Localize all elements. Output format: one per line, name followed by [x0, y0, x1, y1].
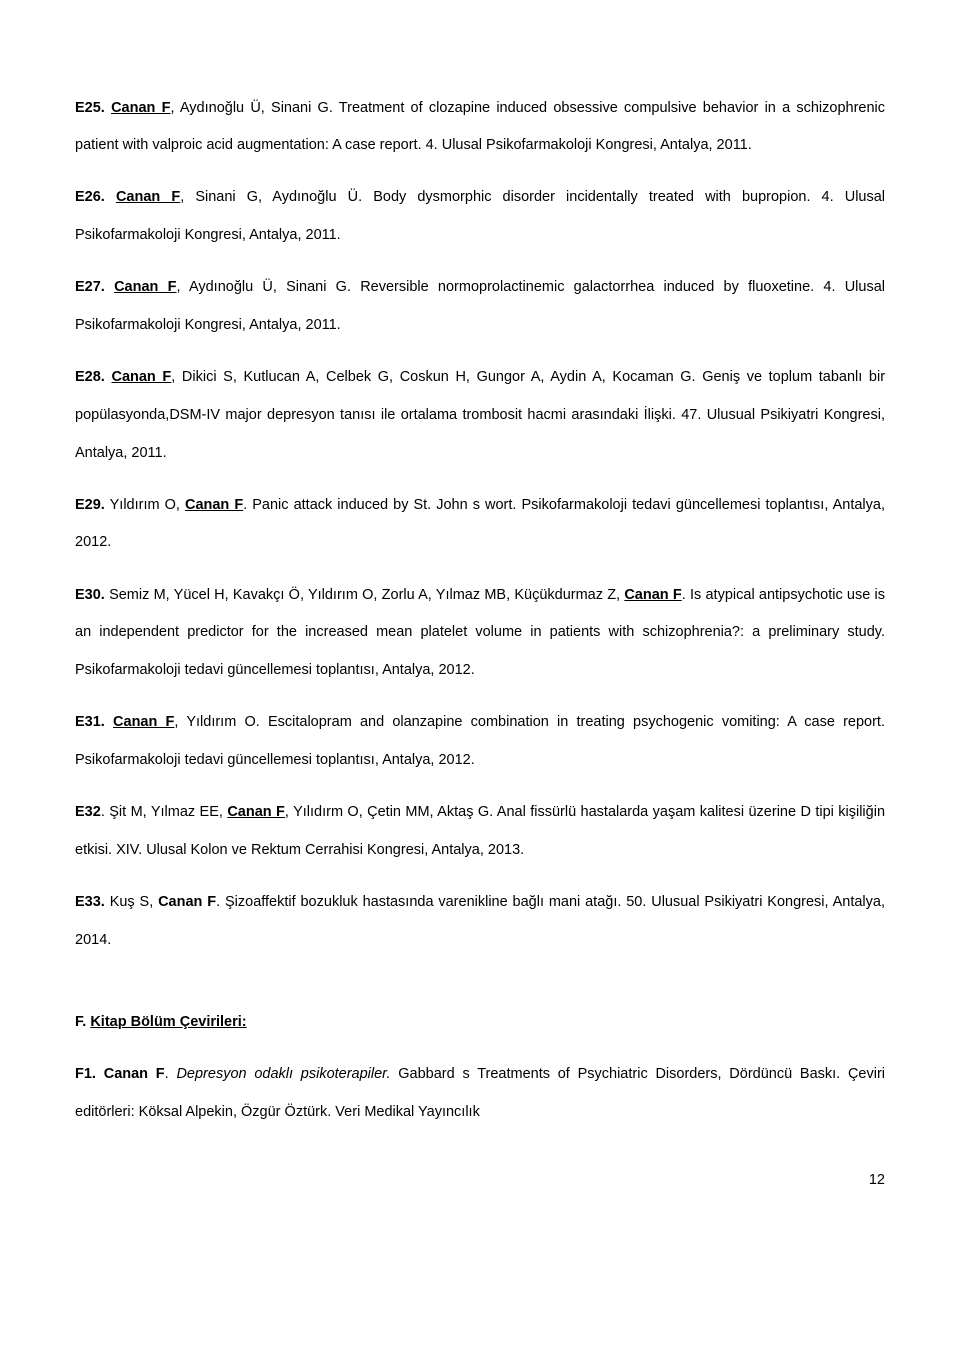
entry-e30: E30. Semiz M, Yücel H, Kavakçı Ö, Yıldır…: [75, 577, 885, 690]
entry-f1: F1. Canan F. Depresyon odaklı psikoterap…: [75, 1056, 885, 1131]
entry-label: E28.: [75, 369, 105, 385]
entry-authors-pre: Kuş S,: [105, 894, 158, 910]
entry-label: E31.: [75, 714, 105, 730]
entry-author-emph: Canan F: [185, 497, 243, 513]
entry-italic: Depresyon odaklı psikoterapiler.: [176, 1066, 390, 1082]
entry-author-emph: Canan F: [114, 279, 176, 295]
entry-author-emph: Canan F: [227, 804, 285, 820]
entry-period: .: [165, 1066, 177, 1082]
entry-label: F1.: [75, 1066, 96, 1082]
entry-label: E29.: [75, 497, 105, 513]
entry-e27: E27. Canan F, Aydınoğlu Ü, Sinani G. Rev…: [75, 269, 885, 344]
entry-authors: , Dikici S, Kutlucan A, Celbek G, Coskun…: [171, 369, 695, 385]
section-heading: F. Kitap Bölüm Çevirileri:: [75, 1004, 885, 1042]
entry-author-emph: Canan F: [113, 714, 174, 730]
entry-author-emph: Canan F: [116, 189, 180, 205]
entry-authors: , Sinani G, Aydınoğlu Ü.: [180, 189, 362, 205]
entry-authors: , Yıldırım O.: [174, 714, 259, 730]
entry-authors-pre: . Şit M, Yılmaz EE,: [101, 804, 228, 820]
entry-e31: E31. Canan F, Yıldırım O. Escitalopram a…: [75, 704, 885, 779]
entry-author-emph: Canan F: [104, 1066, 165, 1082]
entry-authors-pre: Semiz M, Yücel H, Kavakçı Ö, Yıldırım O,…: [105, 587, 624, 603]
entry-label: E27.: [75, 279, 105, 295]
entry-label: E25.: [75, 100, 105, 116]
entry-author-emph: Canan F: [111, 369, 171, 385]
entry-authors: , Aydınoğlu Ü, Sinani G.: [170, 100, 332, 116]
entry-authors: , Yılıdırm O, Çetin MM, Aktaş G.: [285, 804, 493, 820]
entry-label: E26.: [75, 189, 105, 205]
entry-author-emph: Canan F: [624, 587, 681, 603]
entry-e32: E32. Şit M, Yılmaz EE, Canan F, Yılıdırm…: [75, 794, 885, 869]
section-title: Kitap Bölüm Çevirileri:: [90, 1014, 246, 1030]
entry-e26: E26. Canan F, Sinani G, Aydınoğlu Ü. Bod…: [75, 179, 885, 254]
entry-author-emph: Canan F: [158, 894, 216, 910]
entry-e29: E29. Yıldırım O, Canan F. Panic attack i…: [75, 487, 885, 562]
section-label: F.: [75, 1014, 86, 1030]
entry-label: E33.: [75, 894, 105, 910]
entry-authors: , Aydınoğlu Ü, Sinani G.: [176, 279, 350, 295]
entry-e28: E28. Canan F, Dikici S, Kutlucan A, Celb…: [75, 359, 885, 472]
entry-e25: E25. Canan F, Aydınoğlu Ü, Sinani G. Tre…: [75, 90, 885, 165]
entry-label: E30.: [75, 587, 105, 603]
entry-e33: E33. Kuş S, Canan F. Şizoaffektif bozukl…: [75, 884, 885, 959]
entry-author-emph: Canan F: [111, 100, 170, 116]
page-number: 12: [75, 1162, 885, 1200]
entry-label: E32: [75, 804, 101, 820]
entry-authors-pre: Yıldırım O,: [105, 497, 185, 513]
